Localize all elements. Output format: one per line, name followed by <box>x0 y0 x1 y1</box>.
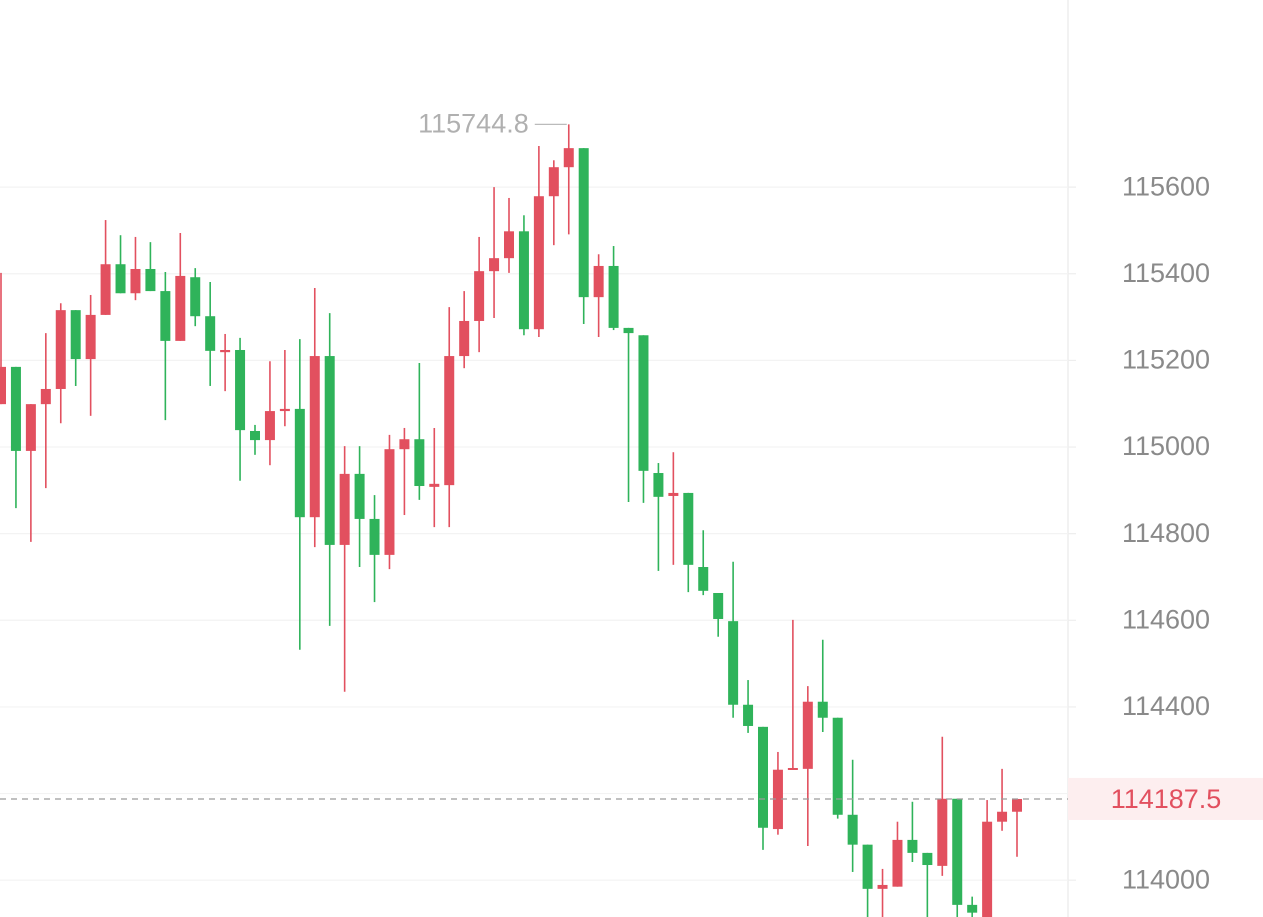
candle-body <box>997 811 1008 822</box>
candle-body <box>25 404 36 451</box>
y-tick-label: 115000 <box>1122 431 1210 461</box>
candle-body <box>0 366 6 405</box>
candle-body <box>55 310 66 389</box>
candle-body <box>772 769 783 830</box>
candle-body <box>653 473 664 497</box>
candle-body <box>548 167 559 197</box>
candle-body <box>115 264 126 294</box>
candle-body <box>354 473 365 519</box>
last-price-label: 114187.5 <box>1111 784 1222 814</box>
candle-body <box>847 814 858 845</box>
candle-body <box>638 335 649 471</box>
candle-body <box>802 701 813 769</box>
candle-body <box>130 268 141 294</box>
candle-body <box>862 844 873 889</box>
candle-body <box>518 231 529 330</box>
max-label: 115744.8 <box>418 109 529 139</box>
candle-body <box>758 726 768 828</box>
candle-body <box>952 798 963 905</box>
y-tick-label: 114600 <box>1122 604 1210 634</box>
candle-body <box>922 852 933 866</box>
candle-body <box>474 271 485 321</box>
candle-body <box>892 839 903 887</box>
candle-body <box>40 388 51 405</box>
candle-body <box>608 265 619 328</box>
y-tick-label: 115200 <box>1122 345 1210 375</box>
candle-body <box>668 492 679 496</box>
candle-body <box>399 439 410 450</box>
candle-body <box>190 277 201 317</box>
candle-body <box>817 701 828 718</box>
candle-body <box>787 767 798 770</box>
y-tick-label: 114000 <box>1122 864 1210 894</box>
candle-body <box>593 265 604 298</box>
candle-body <box>623 327 634 334</box>
last-price-box <box>1068 777 1263 820</box>
candle-body <box>369 518 380 555</box>
candle-body <box>175 275 186 341</box>
candle-body <box>504 231 514 259</box>
y-tick-label: 114800 <box>1122 518 1210 548</box>
candle-body <box>294 408 305 518</box>
candle-body <box>967 904 978 913</box>
candle-body <box>205 316 216 351</box>
candle-body <box>489 258 500 272</box>
y-tick-label: 115600 <box>1122 171 1210 201</box>
candle-body <box>832 717 843 815</box>
candle-body <box>907 839 918 853</box>
candle-body <box>85 314 96 360</box>
candle-body <box>220 349 231 353</box>
candle-body <box>100 264 111 315</box>
candle-body <box>10 366 21 451</box>
candle-body <box>414 439 425 487</box>
candle-body <box>324 356 335 545</box>
candle-body <box>444 356 455 486</box>
candle-body <box>235 349 246 431</box>
candle-body <box>339 473 350 545</box>
candle-body <box>250 430 260 441</box>
candle-body <box>563 148 574 168</box>
candle-body <box>145 268 156 292</box>
candle-body <box>309 356 320 518</box>
candle-body <box>698 567 709 591</box>
candle-body <box>429 483 440 487</box>
candle-body <box>384 449 395 555</box>
y-axis: 1140001142001144001146001148001150001152… <box>1068 171 1263 894</box>
candle-body <box>877 884 888 889</box>
candle-body <box>459 320 470 357</box>
candle-body <box>937 798 948 866</box>
candle-body <box>1012 798 1022 812</box>
y-tick-label: 114400 <box>1122 691 1210 721</box>
candle-body <box>743 704 754 726</box>
candle-body <box>713 592 724 619</box>
candle-body <box>982 821 993 917</box>
candle-body <box>264 411 275 441</box>
candle-body <box>683 492 694 565</box>
plot-area: 115744.8 <box>0 109 1068 917</box>
candle-body <box>70 310 81 360</box>
candle-body <box>279 408 290 412</box>
y-tick-label: 115400 <box>1122 258 1210 288</box>
candle-body <box>533 196 544 330</box>
candle-body <box>578 148 589 298</box>
candle-body <box>728 621 739 705</box>
candle-body <box>160 291 171 341</box>
